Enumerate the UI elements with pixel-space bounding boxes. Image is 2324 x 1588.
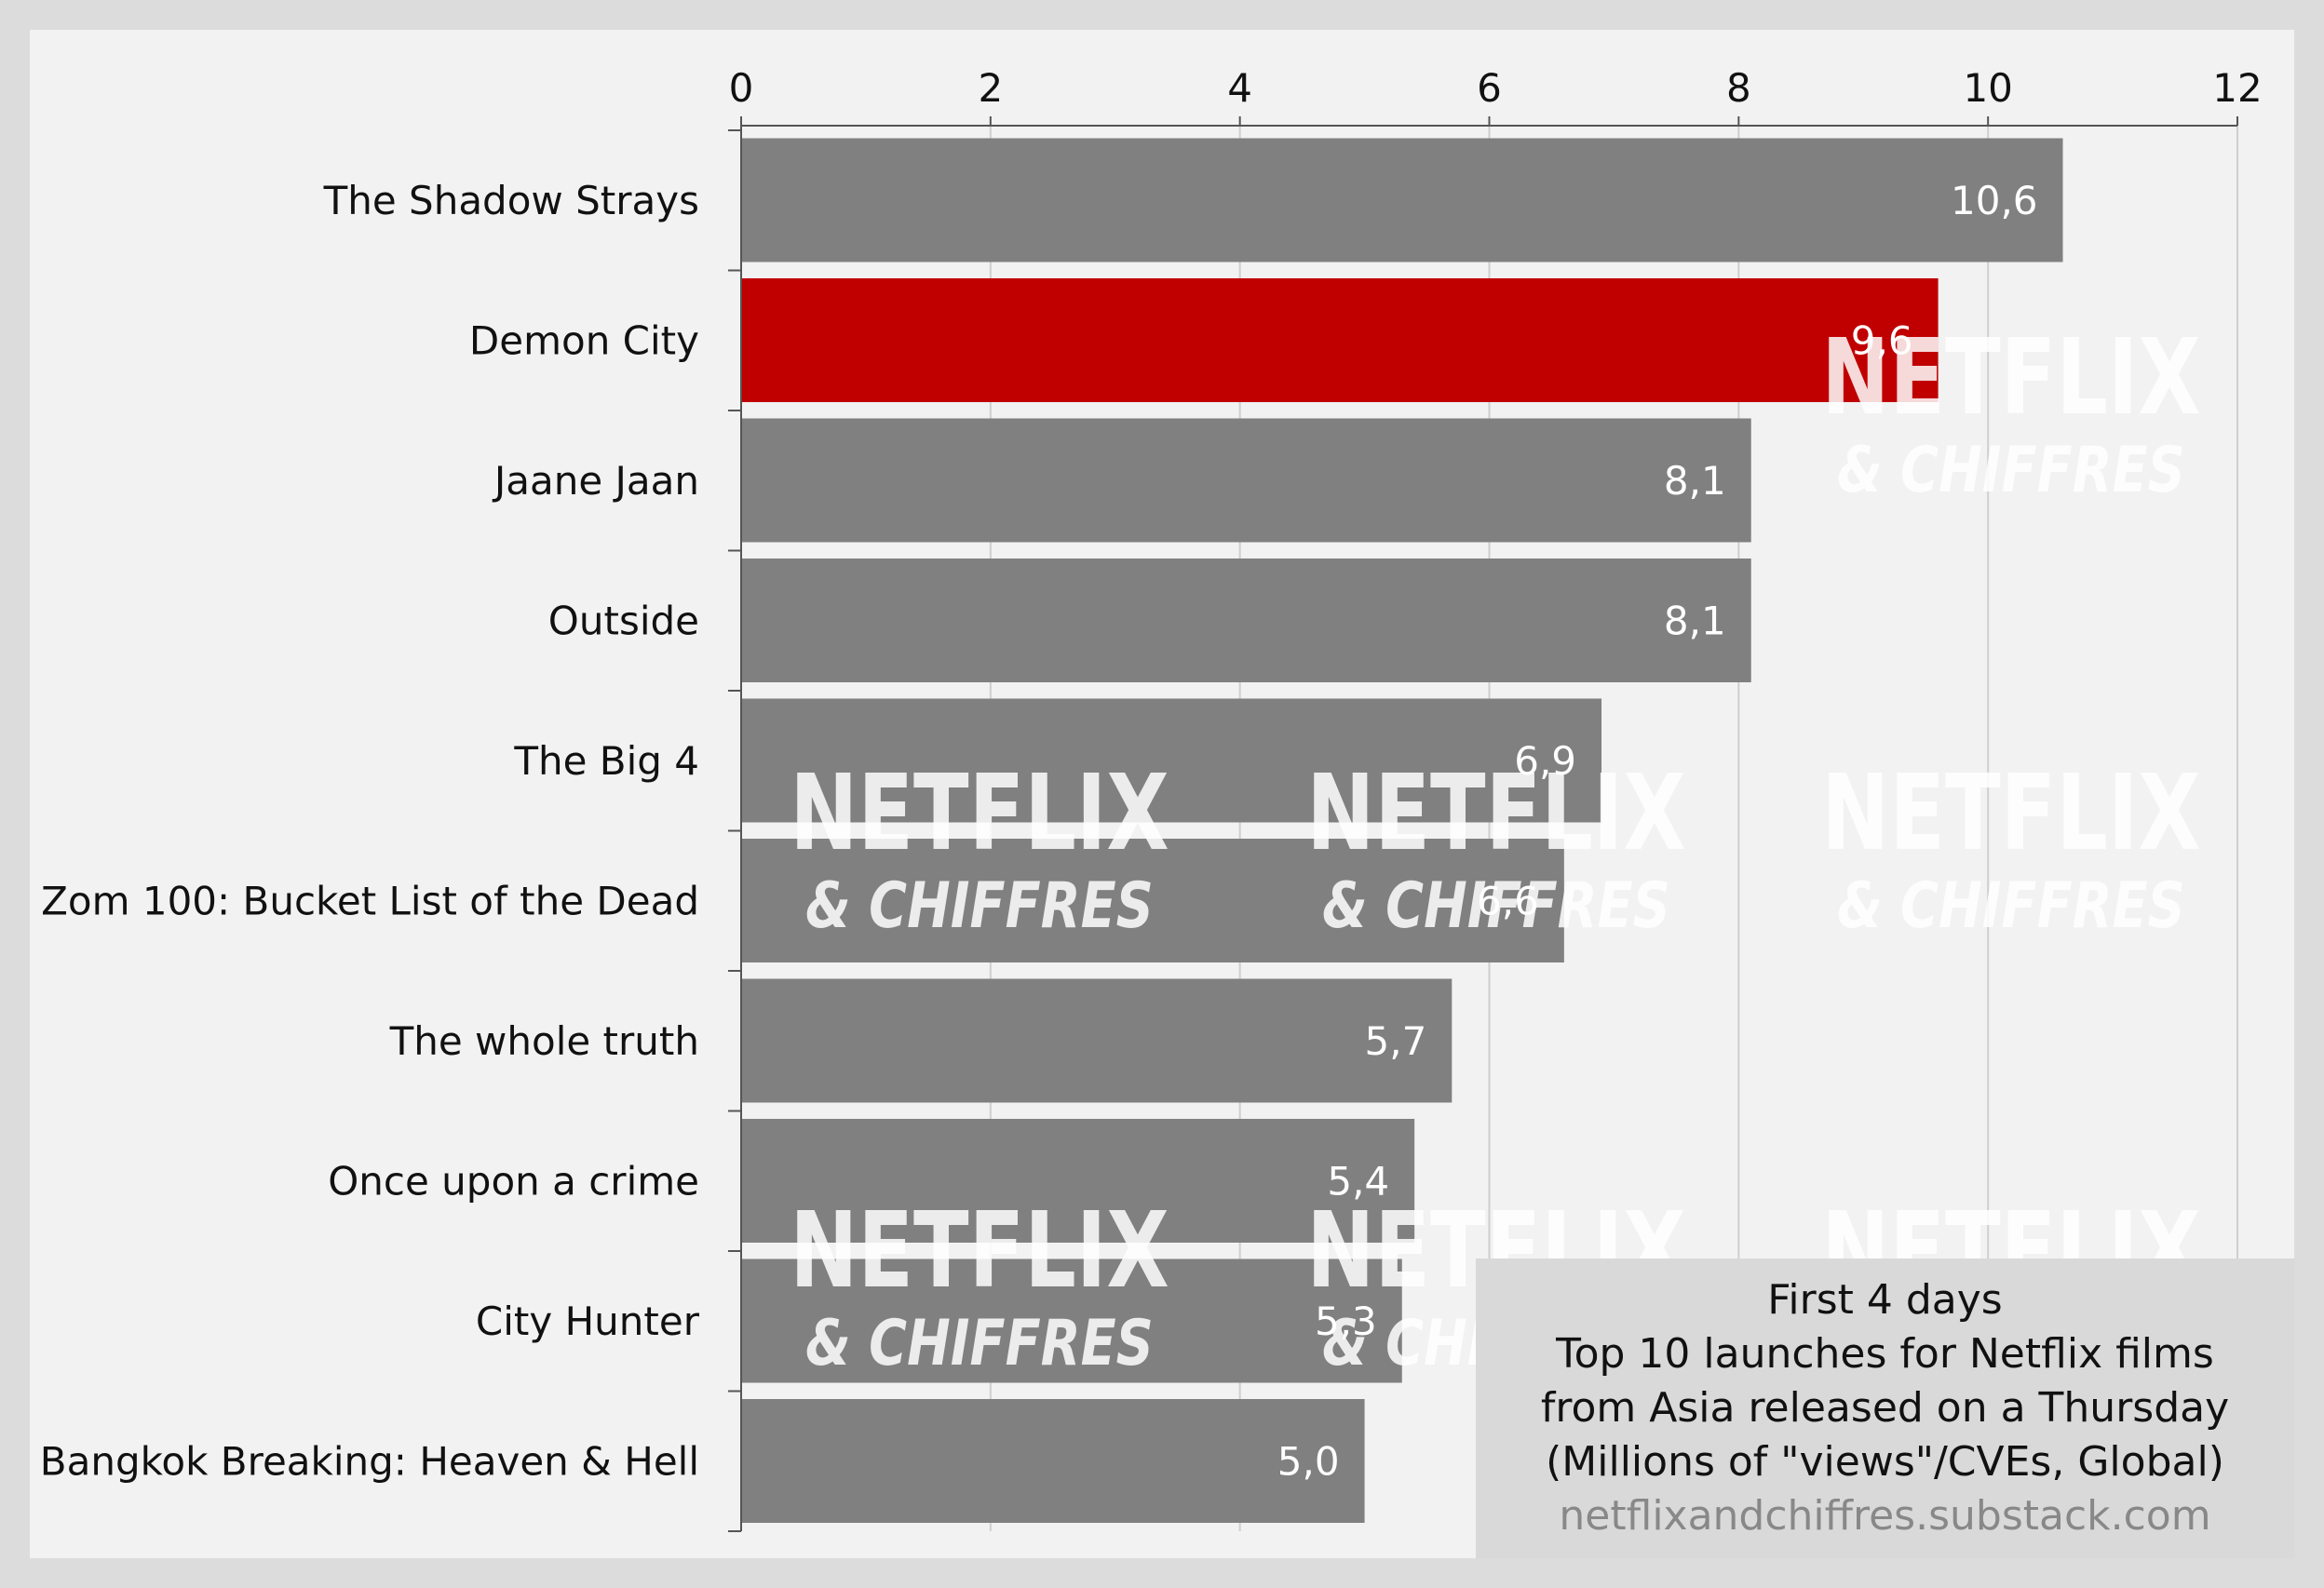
x-tick-label: 4: [1227, 65, 1252, 111]
watermark-netflix: NETFLIX: [790, 1190, 1169, 1311]
value-label: 5,0: [1277, 1439, 1340, 1485]
category-label: Demon City: [469, 318, 699, 364]
category-label: Zom 100: Bucket List of the Dead: [41, 879, 699, 924]
bar: [741, 418, 1751, 543]
value-label: 9,6: [1851, 318, 1913, 364]
category-label: Once upon a crime: [328, 1159, 699, 1204]
watermark-chiffres: & CHIFFRES: [1837, 868, 2185, 943]
value-label: 6,9: [1514, 738, 1576, 784]
value-label: 10,6: [1951, 178, 2038, 223]
category-label: Bangkok Breaking: Heaven & Hell: [40, 1439, 699, 1485]
labels: 0 2 4 6 8 10 12 The Shadow Strays 10,6 Demon City…: [40, 65, 2263, 1485]
value-label: 5,3: [1315, 1299, 1377, 1344]
caption-line-2: Top 10 launches for Netflix films: [1556, 1330, 2214, 1378]
category-label: The whole truth: [389, 1018, 699, 1064]
caption-line-3: from Asia released on a Thursday: [1540, 1384, 2230, 1432]
bar: [741, 138, 2063, 262]
bar: [741, 558, 1751, 682]
watermark-chiffres: & CHIFFRES: [1837, 433, 2185, 507]
bar: [741, 1399, 1365, 1523]
watermark-chiffres: & CHIFFRES: [805, 1306, 1154, 1380]
bar: [741, 839, 1564, 962]
bars: [741, 138, 2063, 1523]
source-link[interactable]: netflixandchiffres.substack.com: [1559, 1492, 2211, 1540]
bar: [741, 1119, 1415, 1243]
watermark-netflix: NETFLIX: [1821, 316, 2201, 437]
chart-panel: NETFLIX & CHIFFRES NETFLIX & CHIFFRES NETFLI…: [30, 30, 2294, 1558]
category-label: Jaane Jaan: [492, 458, 699, 504]
value-label: 8,1: [1664, 458, 1726, 504]
caption-box: First 4 days Top 10 launches for Netflix…: [1476, 1258, 2294, 1558]
caption-line-4: (Millions of "views"/CVEs, Global): [1546, 1438, 2224, 1486]
watermark-netflix: NETFLIX: [1306, 752, 1686, 873]
category-label: The Big 4: [513, 738, 699, 784]
axes: [728, 116, 2238, 1532]
bar: [741, 698, 1602, 823]
category-label: City Hunter: [476, 1299, 700, 1344]
watermark-netflix: NETFLIX: [790, 752, 1169, 873]
category-label: The Shadow Strays: [323, 178, 699, 223]
value-label: 5,7: [1365, 1018, 1427, 1064]
value-label: 8,1: [1664, 599, 1726, 644]
x-tick-label: 10: [1963, 65, 2012, 111]
bar: [741, 1258, 1402, 1383]
value-label: 6,6: [1477, 879, 1539, 924]
category-label: Outside: [548, 599, 699, 644]
watermark-chiffres: & CHIFFRES: [1322, 868, 1670, 943]
x-tick-label: 0: [729, 65, 754, 111]
x-tick-label: 2: [978, 65, 1003, 111]
caption-line-1: First 4 days: [1767, 1276, 2003, 1324]
x-tick-label: 6: [1477, 65, 1502, 111]
bar: [741, 978, 1452, 1103]
bar-highlighted: [741, 278, 1939, 402]
x-tick-label: 12: [2212, 65, 2262, 111]
watermark-chiffres: & CHIFFRES: [805, 868, 1154, 943]
value-label: 5,4: [1327, 1159, 1389, 1204]
watermark-netflix: NETFLIX: [1821, 752, 2201, 873]
x-tick-label: 8: [1726, 65, 1751, 111]
